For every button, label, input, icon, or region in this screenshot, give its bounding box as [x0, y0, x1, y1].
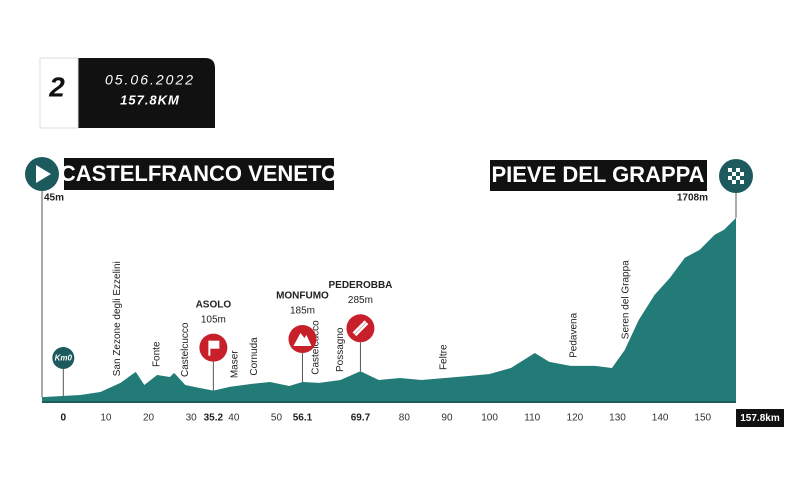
x-tick-label: 20 — [143, 413, 155, 424]
place-label: Seren del Grappa — [621, 260, 632, 339]
start-name-box — [64, 158, 334, 190]
km0-icon — [52, 347, 75, 369]
stage-header: 2 05.06.2022 157.8KM — [39, 57, 215, 129]
x-tick-label: 50 — [271, 413, 283, 424]
x-tick-label: 0 — [61, 413, 67, 424]
x-tick-label: 90 — [441, 413, 453, 424]
climb-icon-glyph — [293, 333, 312, 347]
place-label: San Zezone degli Ezzelini — [112, 261, 123, 376]
x-tick-label: 35.2 — [204, 413, 224, 424]
x-tick-label: 157.8km — [740, 413, 780, 424]
climb-elevation: 285m — [348, 295, 373, 306]
x-tick-label: 130 — [609, 413, 626, 424]
climb-icon-glyph — [209, 340, 220, 349]
start-name: CASTELFRANCO VENETO — [60, 161, 338, 186]
start-elevation: 45m — [44, 193, 64, 204]
finish-checker — [728, 168, 744, 184]
x-tick-label: 140 — [652, 413, 669, 424]
km0-label: Km0 — [55, 354, 73, 363]
x-tick-label: 110 — [524, 413, 540, 424]
place-label: Fonte — [152, 341, 163, 367]
place-label: Castelcucco — [311, 320, 322, 375]
stage-number-box — [39, 57, 79, 129]
finish-name-box — [490, 160, 707, 191]
x-tick-label: 0 — [61, 413, 67, 424]
place-label: Cornuda — [249, 337, 260, 376]
x-tick-label: 150 — [694, 413, 711, 424]
climb-name: ASOLO — [196, 299, 232, 310]
climb-elevation: 105m — [201, 314, 226, 325]
climb-name: PEDEROBBA — [328, 280, 392, 291]
x-tick-label: 10 — [100, 413, 112, 424]
climb-icon-glyph — [352, 320, 369, 337]
header-box — [78, 58, 215, 128]
place-label: Castelcucco — [180, 322, 191, 377]
climb-icon — [346, 314, 375, 343]
stage-distance: 157.8KM — [120, 92, 180, 107]
x-tick-label: 56.1 — [293, 413, 313, 424]
x-tick-label: 40 — [228, 413, 240, 424]
place-label: Pedavena — [569, 312, 580, 357]
x-tick-label: 80 — [399, 413, 411, 424]
x-tick-label: 100 — [481, 413, 498, 424]
start-marker: CASTELFRANCO VENETO 45m — [25, 157, 338, 204]
finish-marker: PIEVE DEL GRAPPA 1708m — [490, 159, 753, 204]
stage-number: 2 — [48, 71, 65, 102]
start-icon-arrow — [36, 165, 51, 183]
x-tick-label: 120 — [567, 413, 584, 424]
climb-elevation: 185m — [290, 306, 315, 317]
place-label: Feltre — [439, 344, 450, 370]
finish-elevation: 1708m — [677, 193, 708, 204]
climb-name: MONFUMO — [276, 291, 329, 302]
finish-name: PIEVE DEL GRAPPA — [491, 162, 704, 187]
elevation-area — [42, 217, 736, 402]
x-tick-label: 69.7 — [351, 413, 371, 424]
place-label: Maser — [230, 350, 241, 378]
x-tick-label: 30 — [186, 413, 198, 424]
place-label: Possagno — [335, 327, 346, 372]
stage-date: 05.06.2022 — [105, 72, 195, 88]
finish-distance-box — [736, 409, 784, 427]
